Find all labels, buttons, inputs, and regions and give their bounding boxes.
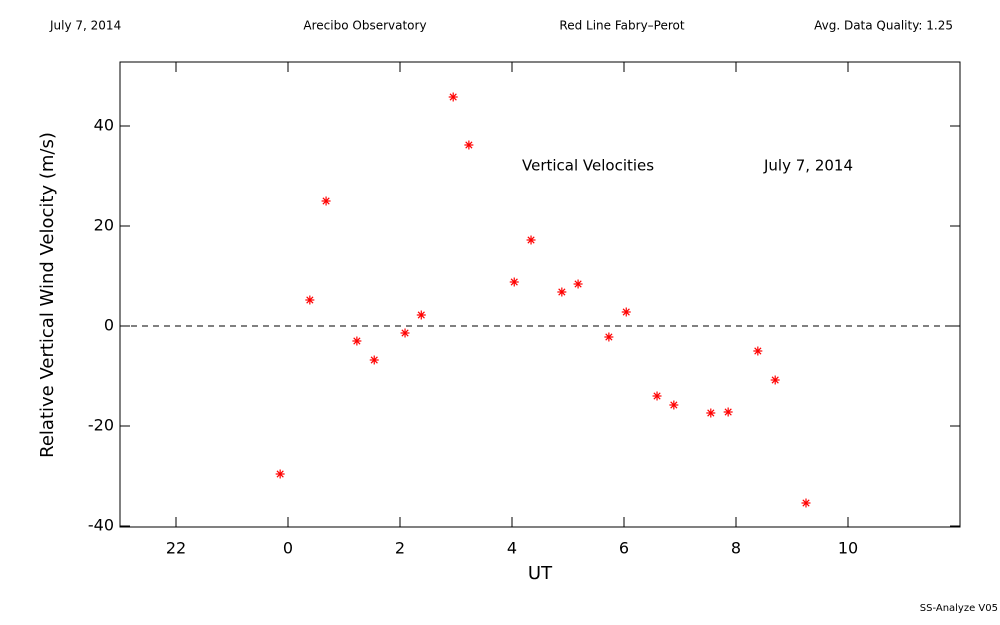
data-point (770, 375, 780, 385)
plot-frame (119, 61, 961, 528)
x-tick-label: 6 (619, 539, 629, 558)
data-point (723, 407, 733, 417)
y-tick-label: 0 (104, 316, 114, 335)
data-point (801, 498, 811, 508)
data-point (621, 307, 631, 317)
data-point (652, 391, 662, 401)
data-point (464, 140, 474, 150)
footer: SS-Analyze V05 (920, 603, 998, 614)
data-point (275, 469, 285, 479)
data-point (448, 92, 458, 102)
header-site: Arecibo Observatory (303, 19, 426, 33)
header-date: July 7, 2014 (49, 19, 121, 33)
x-tick-label: 10 (838, 539, 858, 558)
annotation: July 7, 2014 (763, 157, 853, 175)
x-tick-label: 8 (731, 539, 741, 558)
x-tick-label: 0 (283, 539, 293, 558)
y-tick-label: -40 (88, 516, 114, 535)
y-axis-label: Relative Vertical Wind Velocity (m/s) (37, 132, 58, 458)
data-point (604, 332, 614, 342)
data-point (557, 287, 567, 297)
data-point (416, 310, 426, 320)
x-tick-label: 2 (395, 539, 405, 558)
header-instrument: Red Line Fabry–Perot (559, 19, 684, 33)
data-point (526, 235, 536, 245)
y-tick-label: -20 (88, 416, 114, 435)
annotation: Vertical Velocities (522, 157, 654, 175)
data-point (573, 279, 583, 289)
x-tick-label: 4 (507, 539, 517, 558)
data-point (369, 355, 379, 365)
data-point (753, 346, 763, 356)
data-point (352, 336, 362, 346)
x-tick-label: 22 (166, 539, 186, 558)
y-tick-label: 20 (94, 216, 114, 235)
x-axis-label: UT (528, 563, 553, 584)
y-tick-label: 40 (94, 116, 114, 135)
data-point (321, 196, 331, 206)
data-point (509, 277, 519, 287)
data-point (305, 295, 315, 305)
header-quality: Avg. Data Quality: 1.25 (814, 19, 953, 33)
data-point (669, 400, 679, 410)
data-point (400, 328, 410, 338)
data-point (706, 408, 716, 418)
